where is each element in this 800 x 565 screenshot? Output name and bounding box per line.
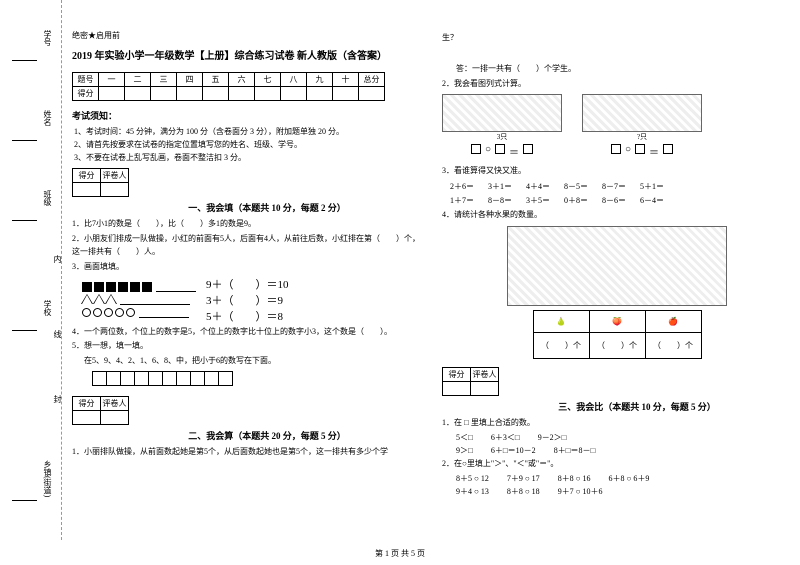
grader-table-3: 得分评卷人 bbox=[442, 367, 499, 396]
apple-count[interactable]: （ ）个 bbox=[645, 332, 701, 358]
score-table: 题号一二三四五六七八九十总分 得分 bbox=[72, 72, 385, 101]
section-3-title: 三、我会比（本题共 10 分，每题 5 分） bbox=[482, 400, 792, 413]
line bbox=[12, 330, 37, 331]
q1-5b: 在5、9、4、2、1、6、8、中，把小于6的数写在下面。 bbox=[84, 355, 422, 368]
marker-nei: 内 bbox=[52, 255, 63, 263]
label-studentid: 学号 bbox=[42, 30, 53, 46]
q3-1: 1．在 □ 里填上合适的数。 bbox=[442, 417, 792, 430]
picture-row: 3只 ○＝ ?只 ○＝ bbox=[442, 94, 792, 161]
marker-xian: 线 bbox=[52, 330, 63, 338]
page-footer: 第 1 页 共 5 页 bbox=[0, 548, 800, 559]
label-class: 班级 bbox=[42, 190, 53, 206]
notice-title: 考试须知： bbox=[72, 109, 422, 122]
cmp-row-1: 8＋5 ○ 127＋9 ○ 178＋8 ○ 166＋8 ○ 6＋9 bbox=[456, 473, 792, 484]
label-name: 姓名 bbox=[42, 110, 53, 126]
right-column: 生？ 答：一排一共有（ ）个学生。 2．我会看图列式计算。 3只 ○＝ ?只 ○… bbox=[442, 30, 792, 499]
equations: 9＋（ ）＝10 3＋（ ）＝9 5＋（ ）＝8 bbox=[206, 276, 289, 324]
notice-2: 2、请首先按要求在试卷的指定位置填写您的姓名、班级、学号。 bbox=[74, 139, 422, 152]
line bbox=[12, 140, 37, 141]
binding-sidebar: 学号 姓名 班级 学校 乡镇(街道) 内 线 封 bbox=[0, 0, 62, 540]
blank-triangles[interactable] bbox=[120, 295, 190, 305]
answer-boxes[interactable] bbox=[92, 371, 233, 386]
grader-table-2: 得分评卷人 bbox=[72, 396, 129, 425]
secret-label: 绝密★启用前 bbox=[72, 30, 422, 41]
section-2-title: 二、我会算（本题共 20 分，每题 5 分） bbox=[112, 429, 422, 442]
penguins-image bbox=[582, 94, 702, 132]
notices: 1、考试时间：45 分钟，满分为 100 分（含卷面分 3 分），附加题单独 2… bbox=[72, 126, 422, 164]
page-content: 绝密★启用前 2019 年实验小学一年级数学【上册】综合练习试卷 新人教版（含答… bbox=[72, 30, 792, 499]
q2-2: 2．我会看图列式计算。 bbox=[442, 78, 792, 91]
q2-answer: 答：一排一共有（ ）个学生。 bbox=[456, 63, 792, 76]
eq3: 5＋（ ）＝8 bbox=[206, 308, 289, 324]
q2-1: 1．小丽排队做操，从前面数起她是第5个，从后面数起她也是第5个，这一排共有多少个… bbox=[72, 446, 422, 459]
notice-1: 1、考试时间：45 分钟，满分为 100 分（含卷面分 3 分），附加题单独 2… bbox=[74, 126, 422, 139]
score-header-row: 题号一二三四五六七八九十总分 bbox=[73, 73, 385, 87]
marker-feng: 封 bbox=[52, 395, 63, 403]
blank-circles[interactable] bbox=[139, 308, 189, 318]
line bbox=[12, 500, 37, 501]
blank-squares[interactable] bbox=[156, 282, 196, 292]
eq1: 9＋（ ）＝10 bbox=[206, 276, 289, 292]
exam-title: 2019 年实验小学一年级数学【上册】综合练习试卷 新人教版（含答案） bbox=[72, 47, 422, 62]
q2-3: 3．看谁算得又快又准。 bbox=[442, 165, 792, 178]
q2-1-cont: 生？ bbox=[442, 32, 792, 45]
apple-icon: 🍎 bbox=[645, 310, 701, 332]
label-school: 学校 bbox=[42, 300, 53, 316]
fill-row-2: 9＞□6＋□＝10－28＋□＝8－□ bbox=[456, 445, 792, 456]
cmp-row-2: 9＋4 ○ 138＋8 ○ 189＋7 ○ 10＋6 bbox=[456, 486, 792, 497]
q2-4: 4．请统计各种水果的数量。 bbox=[442, 209, 792, 222]
left-column: 绝密★启用前 2019 年实验小学一年级数学【上册】综合练习试卷 新人教版（含答… bbox=[72, 30, 422, 499]
notice-3: 3、不要在试卷上乱写乱画，卷面不整洁扣 3 分。 bbox=[74, 152, 422, 165]
line bbox=[12, 220, 37, 221]
grader-table-1: 得分评卷人 bbox=[72, 168, 129, 197]
fruit-table: 🍐 🍑 🍎 （ ）个 （ ）个 （ ）个 bbox=[533, 310, 702, 359]
arith-row-2: 1＋7＝8－8＝3＋5＝0＋8＝8－6＝6－4＝ bbox=[450, 195, 792, 206]
fill-row-1: 5＜□6＋3＜□9－2＞□ bbox=[456, 432, 792, 443]
penguins-label: ?只 bbox=[582, 132, 702, 142]
peach-icon: 🍑 bbox=[589, 310, 645, 332]
q1-2: 2．小朋友们排成一队做操，小红的前面有5人，后面有4人，从前往后数，小红排在第（… bbox=[72, 233, 422, 259]
q3-2: 2．在○里填上"＞"、"＜"或"＝"。 bbox=[442, 458, 792, 471]
q1-3: 3．画面填填。 bbox=[72, 261, 422, 274]
q1-1: 1．比7小1的数是（ ），比（ ）多1的数是9。 bbox=[72, 218, 422, 231]
pear-count[interactable]: （ ）个 bbox=[533, 332, 589, 358]
score-value-row: 得分 bbox=[73, 87, 385, 101]
line bbox=[12, 60, 37, 61]
chicks-image bbox=[442, 94, 562, 132]
arith-row-1: 2＋6＝3＋1＝4＋4＝8－5＝8－7＝5＋1＝ bbox=[450, 181, 792, 192]
eq-boxes-1[interactable]: ○＝ bbox=[442, 144, 562, 159]
q1-4: 4．一个两位数，个位上的数字是5，个位上的数字比十位上的数字小3，这个数是（ ）… bbox=[72, 326, 422, 339]
section-1-title: 一、我会填（本题共 10 分，每题 2 分） bbox=[112, 201, 422, 214]
fruit-image bbox=[507, 226, 727, 306]
eq-boxes-2[interactable]: ○＝ bbox=[582, 144, 702, 159]
peach-count[interactable]: （ ）个 bbox=[589, 332, 645, 358]
label-town: 乡镇(街道) bbox=[42, 460, 53, 497]
chicks-label: 3只 bbox=[442, 132, 562, 142]
pear-icon: 🍐 bbox=[533, 310, 589, 332]
shape-fill bbox=[82, 282, 196, 318]
eq2: 3＋（ ）＝9 bbox=[206, 292, 289, 308]
q1-5: 5．想一想，填一填。 bbox=[72, 340, 422, 353]
